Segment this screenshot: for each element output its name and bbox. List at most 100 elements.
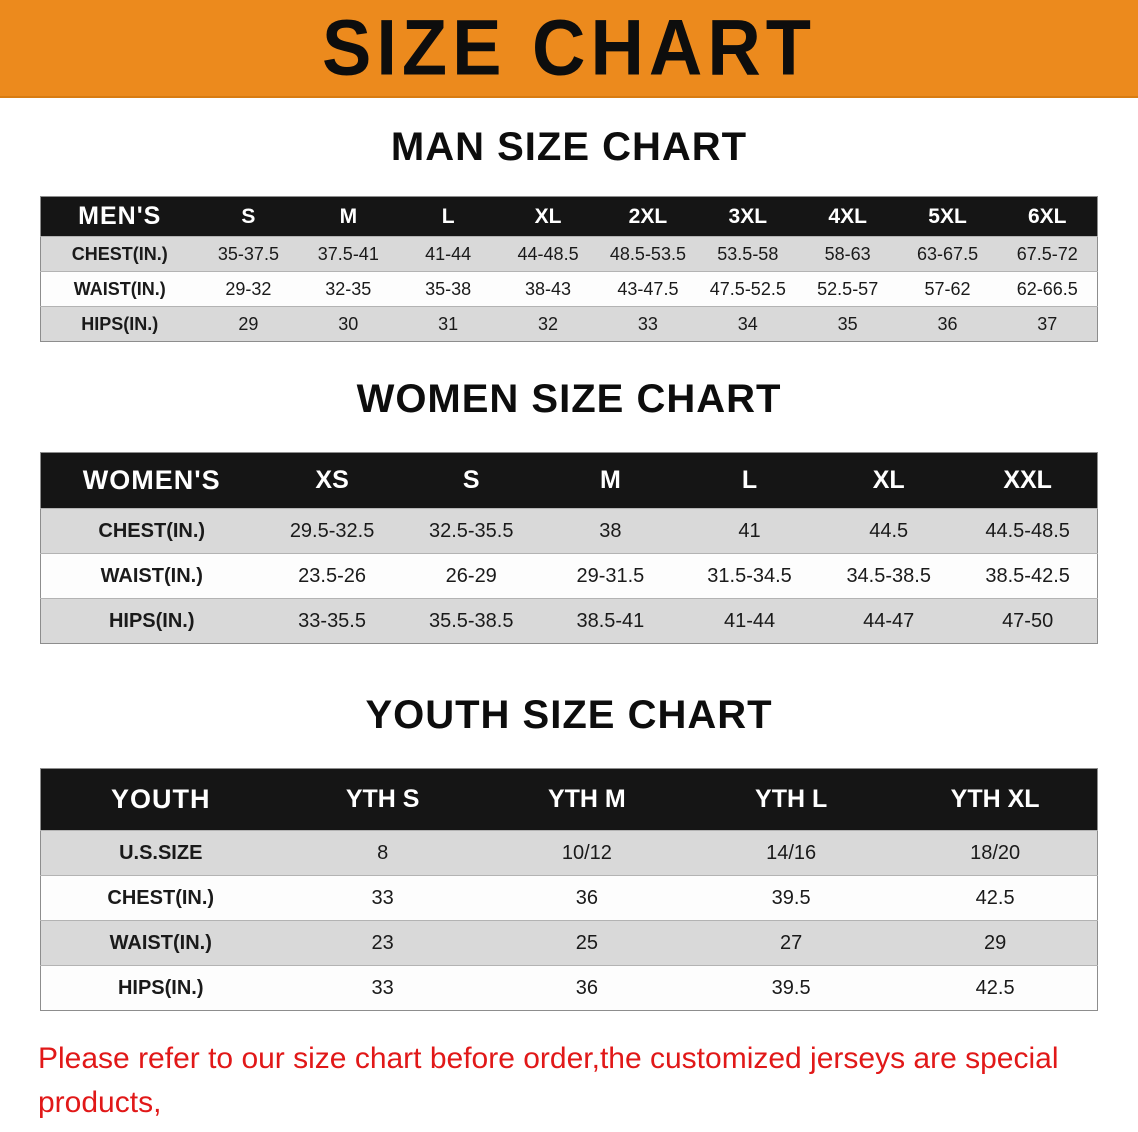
size-column-header: XXL [958, 452, 1098, 509]
size-value-cell: 38.5-42.5 [958, 553, 1098, 599]
size-column-header: 6XL [997, 196, 1098, 237]
section-heading-youth: YOUTH SIZE CHART [365, 693, 773, 737]
section-heading-men: MAN SIZE CHART [390, 125, 748, 169]
size-value-cell: 29 [893, 920, 1098, 966]
size-column-header: YTH M [484, 768, 689, 831]
size-value-cell: 33 [280, 965, 485, 1011]
size-value-cell: 47-50 [958, 598, 1098, 644]
size-column-header: 5XL [897, 196, 998, 237]
size-value-cell: 26-29 [401, 553, 541, 599]
size-value-cell: 63-67.5 [897, 236, 998, 272]
size-value-cell: 36 [484, 965, 689, 1011]
size-value-cell: 32.5-35.5 [401, 508, 541, 554]
section-men: MAN SIZE CHART MEN'S S M L XL 2XL 3XL 4XL 5XL 6XL… [0, 124, 1138, 342]
size-value-cell: 39.5 [689, 875, 894, 921]
size-column-header: XL [498, 196, 598, 237]
size-value-cell: 57-62 [897, 271, 998, 307]
size-value-cell: 34 [697, 306, 798, 342]
page-title: SIZE CHART [322, 3, 816, 92]
size-value-cell: 38.5-41 [540, 598, 680, 644]
size-column-header: M [298, 196, 399, 237]
disclaimer-line-1: Please refer to our size chart before or… [38, 1042, 1059, 1119]
size-value-cell: 23.5-26 [262, 553, 402, 599]
size-value-cell: 29-31.5 [540, 553, 680, 599]
disclaimer: Please refer to our size chart before or… [38, 1037, 1100, 1132]
size-value-cell: 67.5-72 [997, 236, 1098, 272]
size-value-cell: 35-37.5 [198, 236, 299, 272]
size-value-cell: 36 [897, 306, 998, 342]
measurement-row: CHEST(IN.) 29.5-32.5 32.5-35.5 38 41 44.5 44.5… [40, 508, 1098, 554]
youth-size-table: YOUTH YTH S YTH M YTH L YTH XL U.S.SIZE 8 10/12… [40, 768, 1098, 1011]
disclaimer-line-2: we don't accept cancel, change, teturn o… [38, 1124, 1100, 1132]
size-column-header: YTH L [689, 768, 894, 831]
size-value-cell: 58-63 [797, 236, 898, 272]
size-value-cell: 31 [398, 306, 499, 342]
size-value-cell: 44-48.5 [498, 236, 598, 272]
size-column-header: YTH S [280, 768, 485, 831]
size-value-cell: 47.5-52.5 [697, 271, 798, 307]
table-corner-label: MEN'S [40, 196, 199, 237]
measurement-label: WAIST(IN.) [40, 920, 281, 966]
measurement-row: WAIST(IN.) 23.5-26 26-29 29-31.5 31.5-34.5 34… [40, 553, 1098, 599]
size-value-cell: 32 [498, 306, 598, 342]
table-header-row: YOUTH YTH S YTH M YTH L YTH XL [40, 768, 1098, 831]
size-value-cell: 29 [198, 306, 299, 342]
measurement-row: CHEST(IN.) 35-37.5 37.5-41 41-44 44-48.5 48.5… [40, 236, 1098, 272]
measurement-label: HIPS(IN.) [40, 965, 281, 1011]
section-youth: YOUTH SIZE CHART YOUTH YTH S YTH M YTH L YTH… [0, 692, 1138, 1011]
size-column-header: S [198, 196, 299, 237]
table-header-row: WOMEN'S XS S M L XL XXL [40, 452, 1098, 509]
table-corner-label: YOUTH [40, 768, 281, 831]
measurement-label: U.S.SIZE [40, 830, 281, 876]
measurement-label: CHEST(IN.) [40, 875, 281, 921]
size-value-cell: 33 [280, 875, 485, 921]
measurement-row: U.S.SIZE 8 10/12 14/16 18/20 [40, 830, 1098, 876]
size-value-cell: 10/12 [484, 830, 689, 876]
size-value-cell: 37 [997, 306, 1098, 342]
size-column-header: 4XL [797, 196, 898, 237]
size-column-header: XS [262, 452, 402, 509]
title-banner: SIZE CHART [0, 0, 1138, 98]
measurement-label: WAIST(IN.) [40, 553, 263, 599]
size-value-cell: 36 [484, 875, 689, 921]
size-value-cell: 34.5-38.5 [819, 553, 959, 599]
size-value-cell: 14/16 [689, 830, 894, 876]
women-size-table: WOMEN'S XS S M L XL XXL CHEST(IN.) 29.5-32.5 32.5… [40, 452, 1098, 644]
size-value-cell: 38-43 [498, 271, 598, 307]
size-value-cell: 27 [689, 920, 894, 966]
measurement-label: WAIST(IN.) [40, 271, 199, 307]
measurement-row: HIPS(IN.) 33 36 39.5 42.5 [40, 965, 1098, 1011]
measurement-row: HIPS(IN.) 29 30 31 32 33 34 35 36 37 [40, 306, 1098, 342]
size-value-cell: 42.5 [893, 965, 1098, 1011]
size-column-header: 2XL [598, 196, 698, 237]
measurement-row: CHEST(IN.) 33 36 39.5 42.5 [40, 875, 1098, 921]
measurement-row: WAIST(IN.) 23 25 27 29 [40, 920, 1098, 966]
section-women: WOMEN SIZE CHART WOMEN'S XS S M L XL XXL CHEST(… [0, 376, 1138, 644]
size-value-cell: 30 [298, 306, 399, 342]
table-header-row: MEN'S S M L XL 2XL 3XL 4XL 5XL 6XL [40, 196, 1098, 237]
measurement-label: CHEST(IN.) [40, 236, 199, 272]
size-value-cell: 43-47.5 [598, 271, 698, 307]
measurement-row: WAIST(IN.) 29-32 32-35 35-38 38-43 43-47.5 47.… [40, 271, 1098, 307]
size-column-header: L [398, 196, 499, 237]
size-value-cell: 35-38 [398, 271, 499, 307]
size-column-header: YTH XL [893, 768, 1098, 831]
size-value-cell: 35 [797, 306, 898, 342]
size-column-header: S [401, 452, 541, 509]
size-value-cell: 35.5-38.5 [401, 598, 541, 644]
size-value-cell: 48.5-53.5 [598, 236, 698, 272]
size-column-header: 3XL [697, 196, 798, 237]
size-value-cell: 37.5-41 [298, 236, 399, 272]
size-value-cell: 53.5-58 [697, 236, 798, 272]
size-value-cell: 23 [280, 920, 485, 966]
size-value-cell: 38 [540, 508, 680, 554]
size-value-cell: 29-32 [198, 271, 299, 307]
section-heading-women: WOMEN SIZE CHART [356, 377, 782, 421]
size-column-header: XL [819, 452, 959, 509]
size-value-cell: 29.5-32.5 [262, 508, 402, 554]
size-value-cell: 31.5-34.5 [679, 553, 820, 599]
size-value-cell: 41-44 [679, 598, 820, 644]
size-value-cell: 39.5 [689, 965, 894, 1011]
size-value-cell: 33-35.5 [262, 598, 402, 644]
